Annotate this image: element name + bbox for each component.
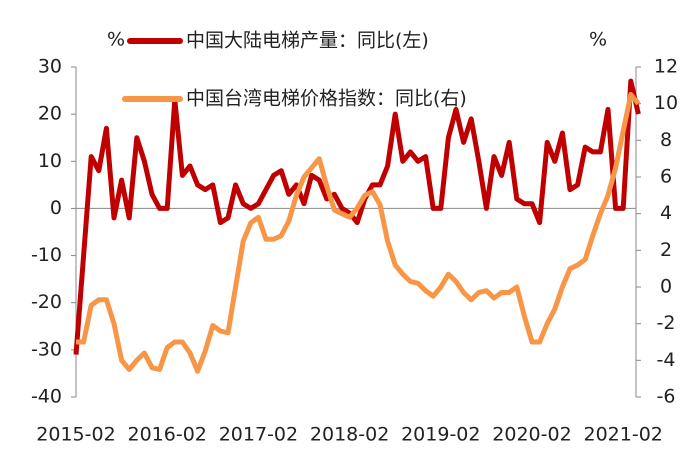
y-tick-label: -10	[31, 244, 62, 266]
y-tick-label: 30	[38, 56, 62, 78]
y2-tick-label: 4	[660, 202, 672, 224]
y-axis-unit: %	[107, 29, 125, 51]
x-tick-label: 2020-02	[492, 424, 571, 446]
y2-axis-unit: %	[589, 29, 607, 51]
y2-tick-label: 10	[654, 92, 678, 114]
x-tick-label: 2015-02	[36, 424, 115, 446]
x-tick-label: 2016-02	[128, 424, 207, 446]
series-line	[76, 92, 641, 374]
y2-tick-label: 0	[660, 276, 672, 298]
y2-tick-label: -4	[657, 349, 676, 371]
x-tick-label: 2019-02	[401, 424, 480, 446]
y-tick-label: 0	[50, 197, 62, 219]
y-tick-label: -20	[31, 291, 62, 313]
y-tick-label: 20	[38, 103, 62, 125]
legend-label: 中国大陆电梯产量：同比(左)	[186, 30, 429, 52]
y2-tick-label: -2	[657, 312, 676, 334]
y-tick-label: -30	[31, 338, 62, 360]
x-tick-label: 2018-02	[310, 424, 389, 446]
y2-tick-label: 6	[660, 166, 672, 188]
y2-tick-label: -6	[657, 386, 676, 408]
x-tick-label: 2021-02	[584, 424, 663, 446]
x-tick-label: 2017-02	[219, 424, 298, 446]
y2-tick-label: 12	[654, 56, 678, 78]
legend-label: 中国台湾电梯价格指数：同比(右)	[186, 88, 467, 110]
y-tick-label: -40	[31, 386, 62, 408]
y2-tick-label: 8	[660, 129, 672, 151]
y-tick-label: 10	[38, 150, 62, 172]
series-line	[73, 78, 641, 355]
y2-tick-label: 2	[660, 239, 672, 261]
